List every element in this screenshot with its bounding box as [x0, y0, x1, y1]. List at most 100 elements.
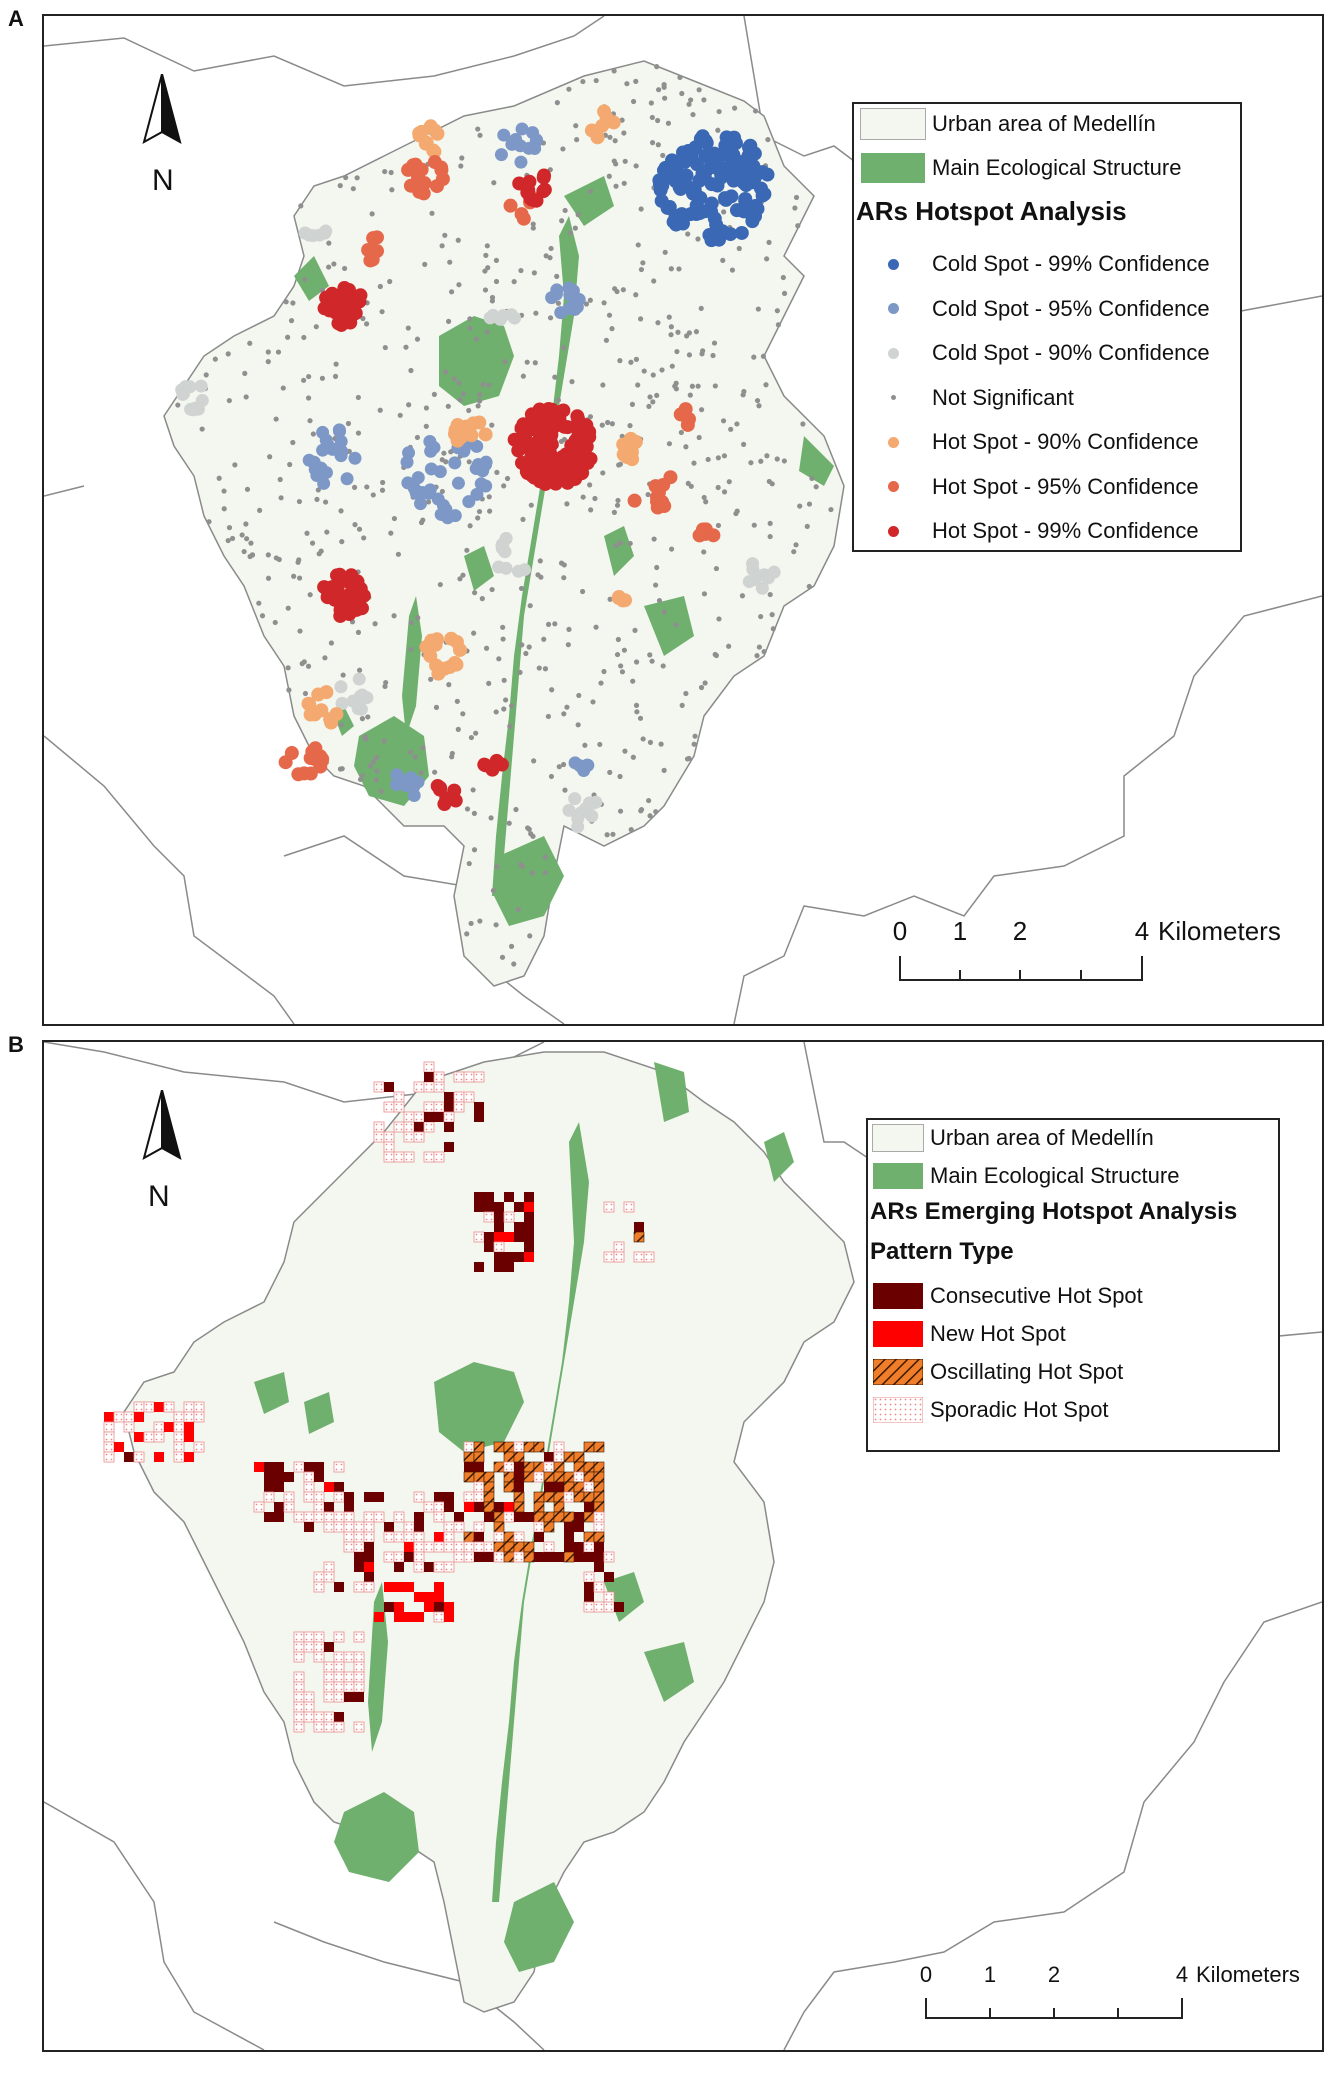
hotspot-point [746, 158, 761, 173]
not-significant-point [654, 64, 660, 70]
not-significant-point [640, 260, 646, 266]
not-significant-point [377, 283, 383, 290]
not-significant-point [617, 773, 623, 780]
sporadic-hotspot-cell [133, 1401, 145, 1413]
consecutive-hotspot-cell [324, 1502, 334, 1512]
sporadic-hotspot-cell [323, 1671, 335, 1683]
not-significant-point [601, 668, 607, 675]
not-significant-point [561, 711, 567, 717]
not-significant-point [229, 535, 236, 542]
sporadic-hotspot-cell [593, 1521, 605, 1533]
not-significant-point [624, 81, 630, 87]
not-significant-point [696, 87, 702, 93]
consecutive-hotspot-cell [584, 1582, 594, 1592]
not-significant-point [379, 309, 385, 315]
sporadic-hotspot-cell [123, 1421, 135, 1433]
hotspot-point [717, 191, 732, 206]
consecutive-hotspot-cell [494, 1222, 504, 1232]
oscillating-hotspot-cell [593, 1441, 605, 1453]
sporadic-hotspot-cell [293, 1651, 305, 1663]
sporadic-hotspot-cell [433, 1151, 445, 1163]
new-hotspot-cell [404, 1612, 414, 1622]
consecutive-hotspot-cell [564, 1532, 574, 1542]
not-significant-point [532, 360, 538, 366]
not-significant-point [477, 398, 483, 404]
not-significant-point [689, 383, 695, 389]
not-significant-point [575, 722, 581, 728]
not-significant-point [613, 542, 619, 548]
hotspot-point [334, 434, 348, 448]
oscillating-hotspot-cell [483, 1481, 495, 1493]
hotspot-point [580, 423, 595, 438]
sporadic-hotspot-cell [333, 1671, 345, 1683]
hotspot-point [514, 155, 528, 169]
not-significant-point [339, 539, 345, 545]
hotspot-point [734, 225, 749, 240]
hotspot-point [650, 500, 665, 515]
not-significant-point [248, 540, 254, 546]
not-significant-point [265, 359, 271, 365]
not-significant-point [628, 827, 634, 833]
not-significant-point [628, 359, 634, 365]
sporadic-hotspot-cell [403, 1131, 415, 1143]
consecutive-hotspot-cell [484, 1202, 494, 1212]
hotspot-point [307, 751, 322, 766]
hotspot-point [437, 797, 452, 812]
not-significant-point [647, 394, 653, 400]
hotspot-point [302, 453, 316, 467]
not-significant-point [659, 367, 665, 373]
not-significant-point [322, 499, 329, 505]
not-significant-point [800, 421, 806, 427]
hotspot-point [450, 418, 465, 433]
not-significant-point [533, 310, 539, 316]
new-hotspot-cell [374, 1612, 384, 1622]
not-significant-point [276, 556, 282, 563]
not-significant-point [752, 108, 759, 114]
not-significant-point [701, 549, 707, 555]
not-significant-point [651, 278, 657, 284]
not-significant-point [804, 523, 810, 530]
not-significant-point [517, 669, 523, 675]
not-significant-point [555, 397, 561, 403]
not-significant-point [635, 382, 641, 388]
not-significant-point [502, 358, 508, 365]
consecutive-hotspot-cell [594, 1552, 604, 1562]
sporadic-hotspot-cell [353, 1721, 365, 1733]
legend-row-class: Hot Spot - 99% Confidence [854, 511, 1240, 551]
not-significant-point [449, 750, 455, 757]
sporadic-hotspot-cell [433, 1561, 445, 1573]
hotspot-point [729, 170, 744, 185]
sporadic-hotspot-cell [423, 1541, 435, 1553]
not-significant-point [285, 334, 291, 340]
new-hotspot-cell [184, 1452, 194, 1462]
not-significant-point [306, 373, 312, 380]
sporadic-hotspot-cell [483, 1211, 495, 1223]
hotspot-point [554, 306, 568, 320]
oscillating-hotspot-cell [463, 1531, 475, 1543]
consecutive-hotspot-cell [514, 1472, 524, 1482]
not-significant-point [471, 847, 478, 853]
not-significant-point [720, 418, 727, 424]
not-significant-point [326, 240, 332, 246]
hotspot-point [485, 762, 500, 777]
not-significant-point [541, 636, 547, 642]
consecutive-hotspot-cell [604, 1572, 614, 1582]
not-significant-point [721, 453, 728, 459]
sporadic-hotspot-cell [193, 1441, 205, 1453]
not-significant-point [651, 536, 657, 542]
not-significant-point [244, 486, 251, 492]
not-significant-point [567, 230, 573, 236]
legend-row-ecological: Main Ecological Structure [868, 1158, 1278, 1194]
not-significant-point [501, 677, 507, 683]
not-significant-point [767, 591, 773, 598]
not-significant-point [633, 78, 639, 84]
sporadic-hotspot-cell [193, 1401, 205, 1413]
not-significant-point [632, 627, 638, 633]
oscillating-hotspot-cell [543, 1471, 555, 1483]
hotspot-point [348, 451, 362, 465]
not-significant-point [562, 207, 568, 214]
not-significant-point [720, 257, 726, 263]
legend-row-class: Not Significant [854, 378, 1240, 418]
not-significant-point [607, 134, 613, 140]
new-hotspot-cell [434, 1532, 444, 1542]
